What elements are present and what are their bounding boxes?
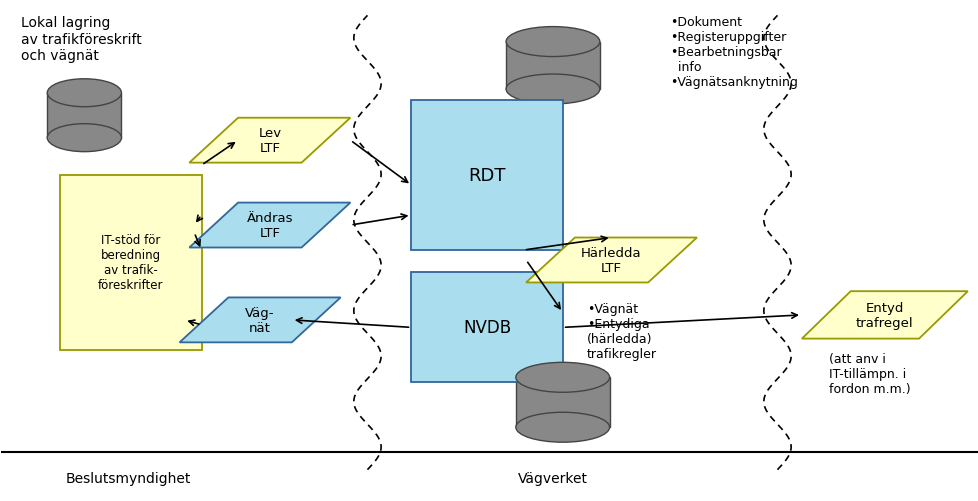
Text: Lev
LTF: Lev LTF — [258, 127, 281, 155]
Ellipse shape — [506, 28, 600, 58]
Ellipse shape — [506, 75, 600, 105]
Text: IT-stöd för
beredning
av trafik-
föreskrifter: IT-stöd för beredning av trafik- föreskr… — [98, 234, 163, 292]
Polygon shape — [179, 298, 340, 343]
Text: (att anv i
IT-tillämpn. i
fordon m.m.): (att anv i IT-tillämpn. i fordon m.m.) — [828, 353, 910, 396]
Bar — [411, 101, 562, 250]
Bar — [515, 378, 609, 427]
Text: Härledda
LTF: Härledda LTF — [581, 246, 642, 275]
Text: •Dokument
•Registeruppgifter
•Bearbetningsbar
  info
•Vägnätsanknytning: •Dokument •Registeruppgifter •Bearbetnin… — [669, 17, 797, 89]
Ellipse shape — [47, 124, 121, 152]
Text: RDT: RDT — [467, 167, 506, 185]
Bar — [411, 273, 562, 383]
Text: Vägverket: Vägverket — [517, 471, 588, 484]
Polygon shape — [801, 292, 967, 339]
Ellipse shape — [515, 363, 609, 392]
Ellipse shape — [515, 412, 609, 442]
Text: Beslutsmyndighet: Beslutsmyndighet — [66, 471, 191, 484]
Polygon shape — [189, 118, 350, 163]
Polygon shape — [525, 238, 696, 283]
Polygon shape — [189, 203, 350, 248]
Text: Ändras
LTF: Ändras LTF — [246, 211, 292, 239]
Bar — [47, 94, 121, 138]
Text: Entyd
trafregel: Entyd trafregel — [855, 301, 912, 329]
Text: Väg-
nät: Väg- nät — [245, 306, 275, 334]
Text: Lokal lagring
av trafikföreskrift
och vägnät: Lokal lagring av trafikföreskrift och vä… — [21, 17, 142, 63]
Text: •Vägnät
•Entydiga
(härledda)
trafikregler: •Vägnät •Entydiga (härledda) trafikregle… — [587, 303, 656, 361]
Bar — [60, 176, 201, 350]
Bar — [506, 43, 600, 90]
Ellipse shape — [47, 80, 121, 108]
Text: NVDB: NVDB — [463, 319, 511, 337]
